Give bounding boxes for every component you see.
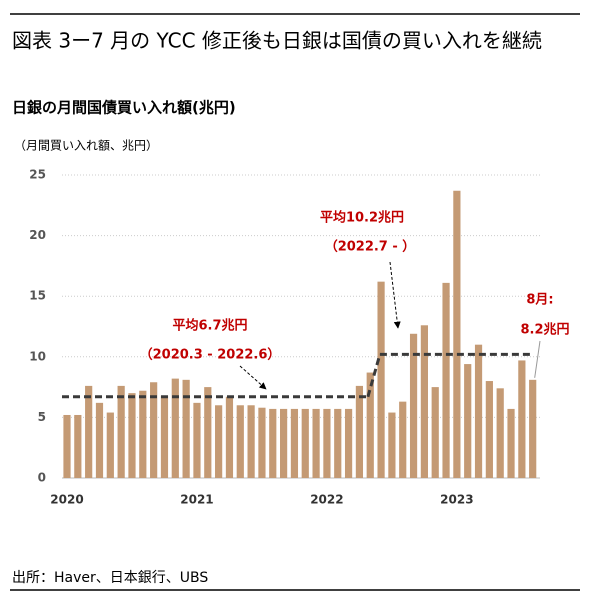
- bar: [420, 325, 428, 478]
- x-tick-label: 2021: [180, 493, 213, 507]
- bar: [453, 190, 461, 479]
- bar: [63, 414, 71, 478]
- bar: [74, 414, 82, 478]
- y-tick-label: 5: [38, 410, 46, 424]
- bar: [160, 395, 169, 478]
- annotation: 平均6.7兆円: [172, 318, 247, 334]
- bar: [442, 282, 450, 478]
- x-tick-label: 2023: [440, 493, 473, 507]
- bar: [215, 405, 223, 478]
- bar: [464, 364, 472, 478]
- annotation: （2022.7 - ）: [325, 239, 416, 255]
- bar: [236, 405, 244, 478]
- bar: [366, 372, 374, 478]
- bar: [312, 408, 320, 478]
- bar: [344, 408, 353, 478]
- bar: [139, 390, 147, 478]
- bar: [128, 393, 136, 478]
- bar: [95, 402, 104, 478]
- bar: [182, 379, 190, 478]
- bar: [496, 388, 504, 478]
- bar: [150, 382, 158, 478]
- y-tick-label: 15: [29, 289, 46, 303]
- bar: [258, 407, 266, 478]
- bar: [106, 412, 114, 478]
- bar: [431, 387, 439, 478]
- annotation: （2020.3 - 2022.6）: [140, 347, 281, 363]
- chart-title: 日銀の月間国債買い入れ額(兆円): [12, 99, 236, 117]
- bar: [388, 412, 396, 478]
- annotation: 8月:: [526, 293, 553, 308]
- bar: [507, 408, 515, 478]
- bar: [247, 405, 255, 478]
- y-axis-label: （月間買い入れ額、兆円）: [14, 139, 158, 153]
- bar: [301, 408, 309, 478]
- x-tick-label: 2020: [50, 493, 83, 507]
- bar: [485, 381, 493, 478]
- bar: [269, 408, 277, 478]
- bar: [529, 379, 537, 478]
- bar: [193, 402, 201, 478]
- bar: [280, 408, 288, 478]
- source: 出所：Haver、日本銀行、UBS: [12, 570, 208, 586]
- bar: [334, 408, 342, 478]
- bar: [518, 360, 526, 478]
- bar: [474, 344, 483, 478]
- arrow: [389, 261, 401, 329]
- bar: [290, 408, 299, 478]
- bar: [355, 385, 364, 478]
- figure-title: 図表 3ー7 月の YCC 修正後も日銀は国債の買い入れを継続: [12, 29, 542, 53]
- y-tick-label: 25: [29, 168, 46, 182]
- average-step: [366, 353, 382, 398]
- bar: [409, 333, 418, 478]
- annotation: 平均10.2兆円: [320, 210, 404, 226]
- leader: [534, 340, 541, 378]
- bar: [171, 378, 179, 478]
- bar: [399, 401, 407, 478]
- arrow: [239, 365, 267, 390]
- y-tick-label: 0: [38, 471, 46, 485]
- bar: [117, 385, 125, 478]
- bar: [204, 387, 212, 478]
- bar: [225, 396, 234, 478]
- bar: [377, 281, 385, 478]
- annotation: 8.2兆円: [520, 322, 569, 338]
- y-tick-label: 20: [29, 228, 46, 242]
- y-tick-label: 10: [29, 349, 46, 363]
- x-tick-label: 2022: [310, 493, 343, 507]
- bar: [323, 408, 331, 478]
- bar: [85, 385, 93, 478]
